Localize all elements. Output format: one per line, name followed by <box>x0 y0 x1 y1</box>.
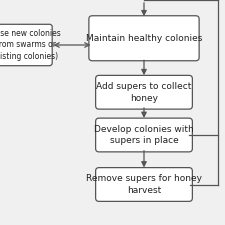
Text: Add supers to collect
honey: Add supers to collect honey <box>96 82 192 103</box>
Text: Raise new colonies
(from swarms or
existing colonies): Raise new colonies (from swarms or exist… <box>0 29 61 61</box>
FancyBboxPatch shape <box>0 24 52 66</box>
FancyBboxPatch shape <box>96 118 192 152</box>
FancyBboxPatch shape <box>89 16 199 61</box>
Text: Remove supers for honey
harvest: Remove supers for honey harvest <box>86 174 202 195</box>
Text: Develop colonies with
supers in place: Develop colonies with supers in place <box>94 125 194 145</box>
FancyBboxPatch shape <box>96 75 192 109</box>
Text: Maintain healthy colonies: Maintain healthy colonies <box>86 34 202 43</box>
FancyBboxPatch shape <box>96 168 192 201</box>
